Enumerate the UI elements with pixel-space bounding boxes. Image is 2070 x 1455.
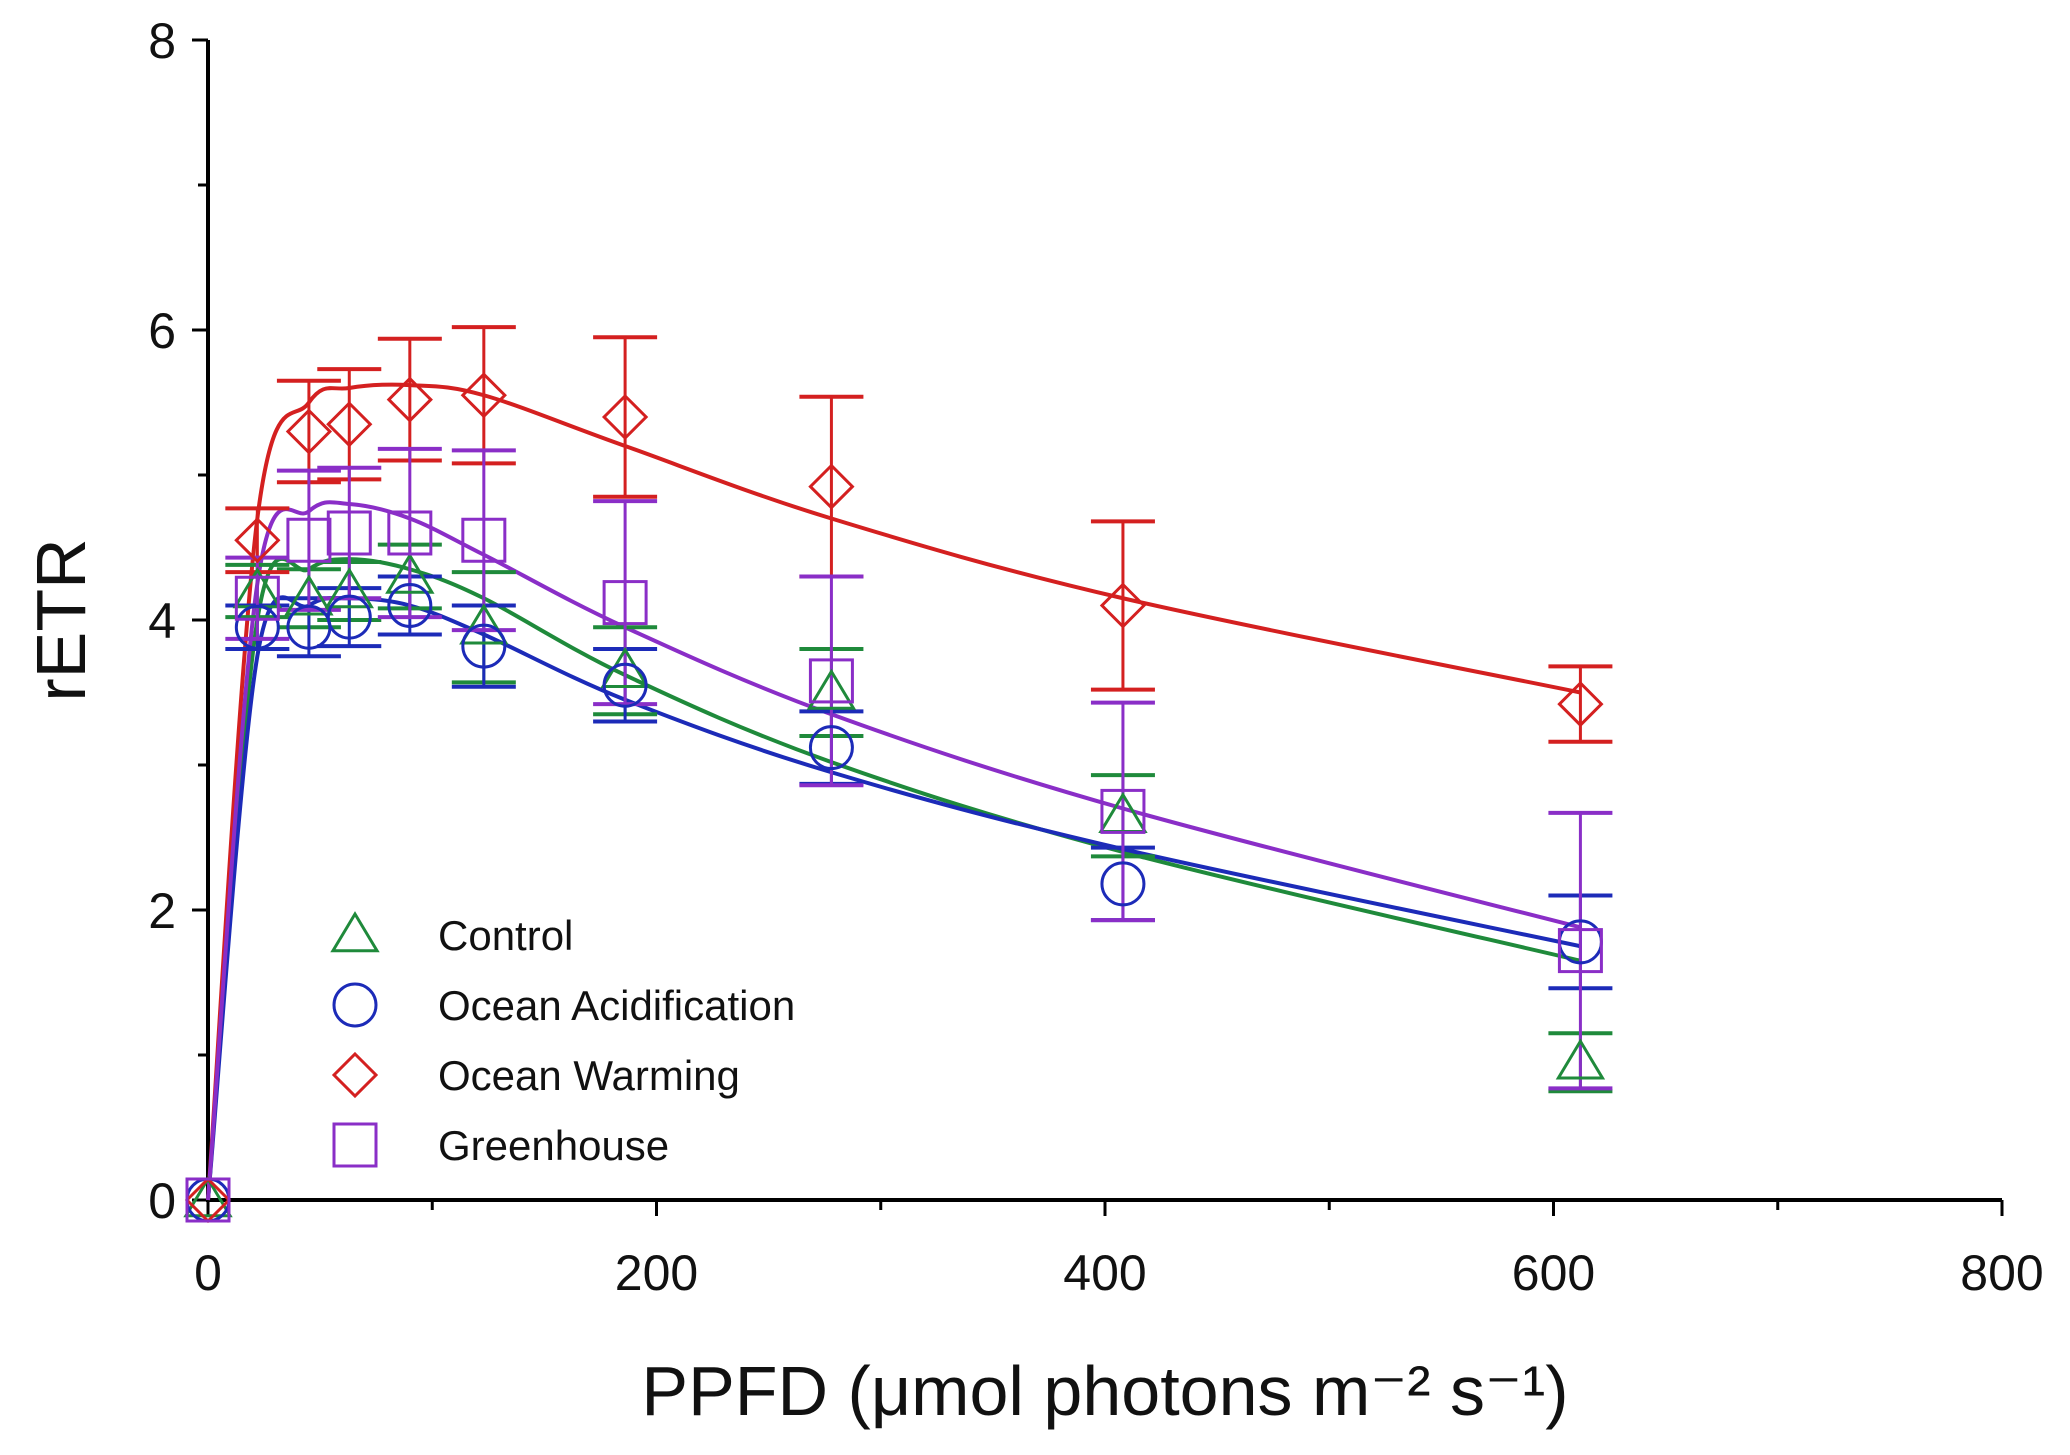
y-tick-label: 2 [148,883,176,939]
ocean-warming-data-point [808,463,855,510]
control-data-point [1555,1038,1606,1080]
y-tick-label: 8 [148,13,176,69]
legend-label-ocean-warming: Ocean Warming [438,1052,740,1099]
legend: Control Ocean Acidification Ocean Warming G… [330,911,795,1169]
x-tick-label: 400 [1063,1245,1146,1301]
ocean-acidification-data-point [326,594,372,640]
greenhouse-data-point [461,517,507,563]
control-data-point [806,668,857,710]
legend-label-ocean-acidification: Ocean Acidification [438,982,795,1029]
greenhouse-data-point [808,658,854,704]
axis-ticks: 0 200 400 600 800 0 2 4 6 8 [148,13,2044,1301]
control-data-point [385,552,435,594]
ocean-acidification-data-point [1100,861,1146,907]
greenhouse-data-point [234,575,280,621]
ocean-warming-data-point [234,517,281,564]
greenhouse-data-point [1557,928,1603,974]
ocean-warming-data-point [285,408,333,455]
legend-triangle-icon [330,911,380,953]
control-data-point [459,603,509,645]
legend-circle-icon [332,982,378,1028]
y-tick-label: 0 [148,1173,176,1229]
control-data-point [284,574,334,616]
x-tick-label: 0 [194,1245,222,1301]
ocean-warming-data-point [1557,680,1604,728]
x-tick-label: 200 [615,1245,698,1301]
legend-label-greenhouse: Greenhouse [438,1122,669,1169]
y-tick-label: 4 [148,593,176,649]
control-data-point [324,567,374,609]
ocean-warming-data-point [1099,582,1147,629]
x-tick-label: 600 [1512,1245,1595,1301]
ocean-acidification-data-point [234,604,280,650]
ocean-warming-data-point [326,401,373,448]
fit-curves [206,382,1581,1201]
greenhouse-data-point [1100,788,1146,834]
greenhouse-data-point [387,510,433,556]
ocean-warming-data-point [601,393,649,441]
control-data-point [183,1176,233,1218]
greenhouse-data-point [326,510,372,556]
legend-square-icon [332,1122,378,1168]
ocean-acidification-data-point [461,623,507,669]
legend-diamond-icon [331,1051,379,1099]
error-bars [225,325,1613,1094]
ocean-warming-data-point [386,376,433,423]
ocean-acidification-data-point [387,583,433,628]
control-fit-curve [206,557,1581,1201]
ocean-acidification-fit-curve [206,595,1581,1201]
ocean-acidification-data-point [602,662,648,708]
data-markers [183,372,1606,1224]
x-tick-label: 800 [1960,1245,2043,1301]
x-axis-title: PPFD (μmol photons m⁻² s⁻¹) [641,1352,1568,1430]
ocean-acidification-data-point [808,725,854,771]
legend-label-control: Control [438,912,573,959]
ocean-warming-data-point [460,372,507,419]
y-tick-label: 6 [148,303,176,359]
greenhouse-data-point [286,517,332,563]
y-axis-title: rETR [22,538,100,701]
greenhouse-data-point [602,580,648,626]
greenhouse-data-point [185,1177,231,1223]
